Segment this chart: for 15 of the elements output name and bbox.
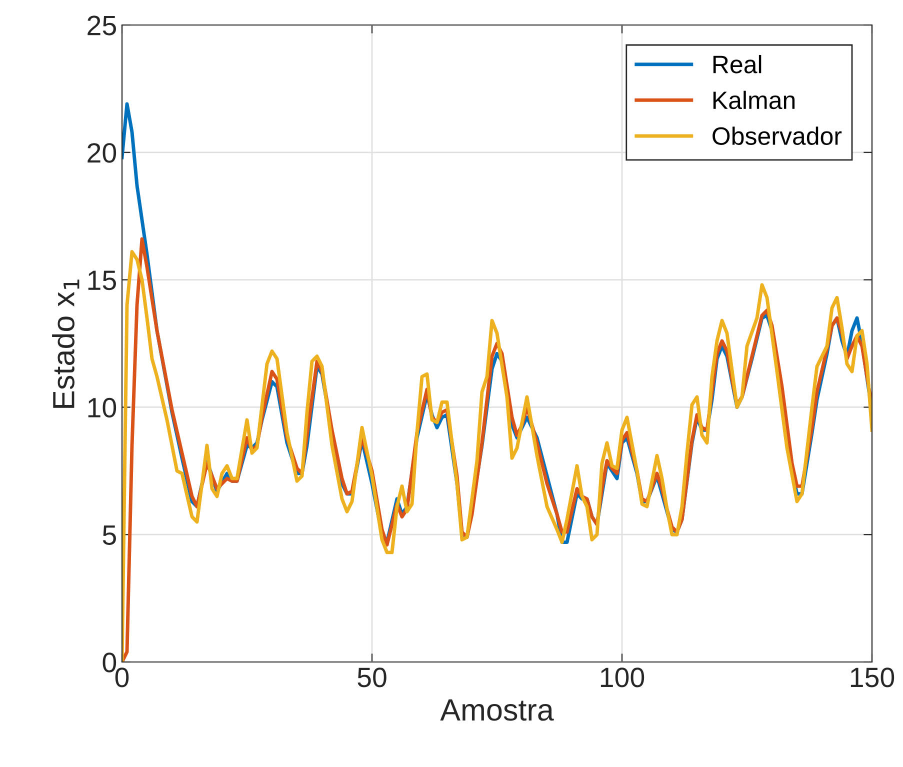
y-tick-label: 20: [88, 143, 116, 163]
y-tick-label: 15: [88, 270, 116, 290]
x-tick-label: 150: [850, 668, 894, 688]
legend-label: Real: [713, 55, 762, 74]
legend-label: Observador: [712, 126, 842, 145]
x-axis-title: Amostra: [440, 699, 554, 721]
y-tick-label: 25: [88, 16, 116, 36]
y-tick-label: 5: [102, 526, 116, 545]
x-tick-label: 50: [358, 668, 386, 688]
x-tick-label: 0: [115, 668, 129, 688]
legend-label: Kalman: [713, 90, 795, 110]
y-tick-label: 0: [102, 652, 116, 672]
x-tick-label: 100: [600, 668, 644, 688]
y-tick-label: 10: [88, 398, 116, 418]
y-axis-title: Estado x$_{1}$: [52, 280, 80, 408]
